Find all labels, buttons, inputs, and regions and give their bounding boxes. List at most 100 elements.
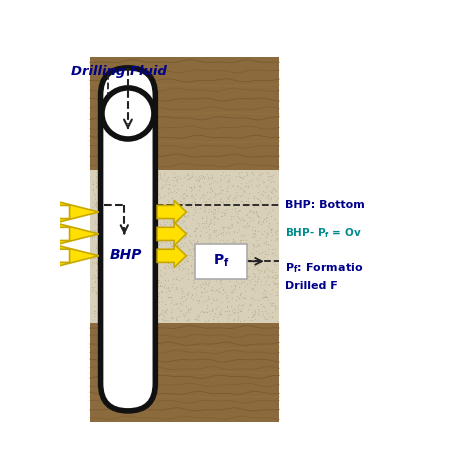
Point	[190, 193, 197, 201]
Point	[193, 257, 201, 265]
Point	[141, 255, 148, 263]
Point	[154, 249, 162, 256]
Point	[120, 280, 128, 288]
Point	[204, 279, 212, 286]
Point	[239, 174, 247, 182]
Point	[250, 310, 258, 318]
Point	[120, 206, 128, 213]
Point	[118, 217, 126, 224]
Point	[134, 236, 141, 243]
Point	[242, 202, 250, 210]
Point	[144, 178, 152, 185]
Point	[117, 204, 124, 212]
Point	[92, 290, 100, 298]
Point	[106, 196, 114, 204]
Point	[176, 307, 183, 315]
Point	[120, 306, 128, 313]
Point	[113, 241, 121, 248]
Point	[149, 250, 156, 258]
Point	[213, 257, 220, 264]
Point	[226, 223, 233, 231]
Point	[141, 246, 148, 253]
Point	[108, 255, 116, 263]
Point	[232, 196, 240, 203]
Point	[242, 221, 250, 228]
Point	[258, 308, 265, 315]
Point	[161, 217, 168, 225]
Point	[189, 268, 196, 276]
Point	[139, 194, 147, 201]
Point	[237, 308, 245, 315]
Point	[92, 183, 100, 191]
Point	[263, 182, 270, 190]
Point	[193, 312, 201, 320]
Point	[243, 236, 250, 244]
Point	[170, 219, 177, 226]
Point	[133, 307, 141, 315]
Point	[111, 282, 119, 289]
Point	[196, 186, 203, 194]
Point	[113, 310, 121, 318]
Point	[110, 264, 118, 271]
Point	[172, 224, 179, 231]
Point	[240, 317, 247, 324]
Point	[217, 283, 224, 291]
Point	[167, 210, 174, 218]
Point	[250, 306, 258, 314]
Point	[191, 267, 198, 274]
Point	[130, 186, 137, 193]
Point	[188, 304, 195, 311]
Point	[232, 254, 240, 261]
Point	[102, 210, 110, 217]
Point	[216, 237, 224, 244]
Point	[241, 262, 249, 270]
Point	[216, 310, 223, 318]
Point	[90, 254, 98, 262]
Point	[238, 191, 246, 199]
Point	[115, 228, 123, 235]
Point	[155, 170, 162, 178]
Point	[107, 290, 114, 298]
Point	[100, 313, 108, 321]
Point	[134, 223, 141, 230]
Point	[105, 314, 112, 321]
Point	[119, 237, 127, 245]
Point	[113, 239, 120, 247]
Point	[191, 284, 198, 292]
Point	[109, 260, 117, 267]
Point	[254, 210, 261, 217]
Point	[94, 195, 102, 202]
Point	[136, 266, 143, 274]
Point	[141, 217, 149, 224]
Point	[202, 218, 210, 225]
Point	[201, 258, 209, 265]
Point	[211, 206, 219, 213]
Point	[138, 174, 146, 182]
Point	[90, 181, 97, 188]
Point	[247, 181, 255, 189]
Point	[114, 212, 121, 219]
Point	[237, 179, 245, 187]
Point	[264, 229, 271, 237]
Point	[242, 211, 250, 219]
Point	[200, 197, 207, 204]
Point	[268, 299, 276, 307]
FancyBboxPatch shape	[195, 244, 246, 279]
Point	[166, 260, 174, 268]
Point	[120, 310, 128, 318]
Point	[104, 204, 112, 211]
Point	[152, 199, 160, 207]
Point	[119, 185, 127, 192]
Point	[198, 273, 205, 281]
Point	[230, 315, 237, 322]
Point	[165, 180, 173, 188]
Point	[205, 281, 212, 288]
Point	[193, 237, 201, 245]
Point	[175, 265, 183, 273]
Point	[126, 187, 133, 194]
Point	[249, 245, 256, 252]
Point	[187, 248, 194, 255]
Point	[268, 268, 276, 275]
Point	[270, 250, 277, 257]
Point	[131, 290, 138, 297]
